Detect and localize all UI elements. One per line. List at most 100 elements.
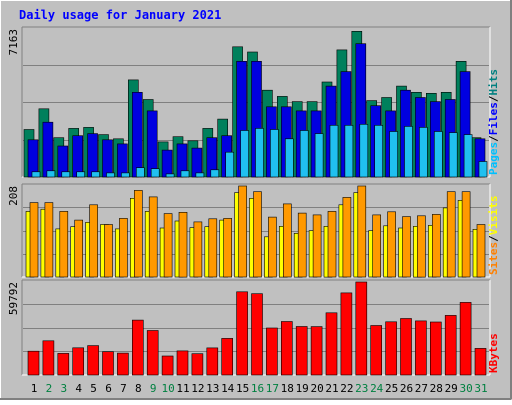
bar-pages-day-6 <box>106 172 115 178</box>
bar-files-day-6 <box>102 139 113 178</box>
legend-separator: / <box>487 95 500 102</box>
bar-pages-day-12 <box>195 172 205 178</box>
bar-pages-day-8 <box>136 167 145 178</box>
bar-sites-day-undefined <box>193 221 203 278</box>
bar-sites-day-undefined <box>402 216 411 278</box>
bar-sites-day-undefined <box>208 218 218 278</box>
bar-files-day-9 <box>146 110 158 178</box>
x-tick-day-1: 1 <box>31 382 38 395</box>
bar-kbytes-day-undefined <box>355 281 368 376</box>
bar-pages-day-11 <box>180 170 190 178</box>
bar-sites-day-undefined <box>357 185 367 278</box>
x-tick-day-25: 25 <box>385 382 398 395</box>
x-tick-day-13: 13 <box>206 382 219 395</box>
bar-pages-day-15 <box>240 130 249 178</box>
bar-sites-day-undefined <box>119 218 128 278</box>
x-tick-day-3: 3 <box>60 382 67 395</box>
bar-sites-day-undefined <box>268 216 277 278</box>
x-tick-day-12: 12 <box>191 382 204 395</box>
legend-item-pages: Pages <box>487 142 500 175</box>
bar-kbytes-day-undefined <box>325 312 338 376</box>
x-tick-day-4: 4 <box>75 382 82 395</box>
bar-kbytes-day-undefined <box>132 319 144 376</box>
bar-kbytes-day-undefined <box>444 315 457 376</box>
panel-3: 59792 KBytes <box>7 279 500 376</box>
bar-kbytes-day-undefined <box>57 353 70 376</box>
bar-sites-day-undefined <box>297 212 307 278</box>
bar-sites-day-undefined <box>417 215 426 278</box>
x-tick-day-29: 29 <box>445 382 458 395</box>
bar-pages-day-28 <box>433 131 443 178</box>
bar-kbytes-day-undefined <box>176 350 189 376</box>
bar-sites-day-undefined <box>387 211 396 278</box>
bar-pages-day-14 <box>225 151 234 178</box>
bar-kbytes-day-undefined <box>146 330 159 376</box>
bar-kbytes-day-undefined <box>370 325 383 376</box>
bar-kbytes-day-undefined <box>236 291 248 376</box>
x-tick-day-18: 18 <box>281 382 294 395</box>
legend-item-sites: Sites <box>487 242 500 275</box>
bar-sites-day-undefined <box>253 191 262 278</box>
legend: Sites/Visits <box>487 196 500 276</box>
bar-kbytes-day-undefined <box>27 350 40 376</box>
chart-panels: 7163Pages/Files/Hits208Sites/Visits59792… <box>7 26 500 376</box>
bar-sites-day-undefined <box>312 214 322 278</box>
bar-kbytes-day-undefined <box>295 326 308 376</box>
bar-sites-day-undefined <box>238 185 247 278</box>
bar-sites-day-undefined <box>342 197 352 278</box>
bar-pages-day-2 <box>46 170 56 178</box>
bar-sites-day-undefined <box>104 224 113 278</box>
bar-kbytes-day-undefined <box>117 352 129 376</box>
bar-kbytes-day-undefined <box>474 348 487 376</box>
bar-pages-day-29 <box>448 132 458 178</box>
bar-kbytes-day-undefined <box>206 347 219 376</box>
bar-sites-day-undefined <box>134 190 143 278</box>
bar-kbytes-day-undefined <box>266 327 278 376</box>
bar-kbytes-day-undefined <box>42 340 55 376</box>
bar-pages-day-27 <box>419 127 428 178</box>
x-tick-day-21: 21 <box>325 382 338 395</box>
bar-pages-day-3 <box>61 171 71 178</box>
x-tick-day-28: 28 <box>430 382 443 395</box>
x-tick-day-27: 27 <box>415 382 428 395</box>
bar-files-day-7 <box>117 143 128 178</box>
bar-pages-day-24 <box>374 125 384 178</box>
x-tick-day-7: 7 <box>120 382 127 395</box>
bar-pages-day-21 <box>329 125 339 178</box>
x-tick-day-24: 24 <box>370 382 384 395</box>
x-tick-day-19: 19 <box>296 382 309 395</box>
bar-pages-day-10 <box>165 173 175 178</box>
bar-files-day-8 <box>132 92 143 178</box>
bar-sites-day-undefined <box>431 214 441 278</box>
x-tick-day-9: 9 <box>150 382 157 395</box>
bar-sites-day-undefined <box>89 204 98 278</box>
bar-pages-day-17 <box>270 129 279 178</box>
bar-kbytes-day-undefined <box>429 321 442 376</box>
x-tick-day-10: 10 <box>161 382 174 395</box>
bar-sites-day-undefined <box>163 213 173 278</box>
legend-item-hits: Hits <box>487 69 500 96</box>
bar-pages-day-4 <box>76 171 85 178</box>
bar-sites-day-undefined <box>59 211 69 278</box>
x-tick-day-2: 2 <box>46 382 53 395</box>
bar-kbytes-day-undefined <box>102 351 114 376</box>
legend-item-files: Files <box>487 102 500 135</box>
legend-item-visits: Visits <box>487 196 500 236</box>
bar-kbytes-day-undefined <box>385 321 397 376</box>
legend: KBytes <box>487 333 500 373</box>
bar-files-day-4 <box>72 135 83 178</box>
legend-separator: / <box>487 235 500 242</box>
bar-kbytes-day-undefined <box>87 345 99 376</box>
bar-kbytes-day-undefined <box>415 320 427 376</box>
bar-kbytes-day-undefined <box>459 302 472 376</box>
bar-pages-day-19 <box>299 130 309 178</box>
bar-kbytes-day-undefined <box>310 326 323 376</box>
bar-sites-day-undefined <box>223 218 232 278</box>
bar-kbytes-day-undefined <box>251 293 263 376</box>
legend: Pages/Files/Hits <box>487 69 500 175</box>
bar-sites-day-undefined <box>372 214 382 278</box>
bar-sites-day-undefined <box>446 191 456 278</box>
bar-files-day-1 <box>27 139 39 178</box>
bar-pages-day-30 <box>463 134 473 178</box>
